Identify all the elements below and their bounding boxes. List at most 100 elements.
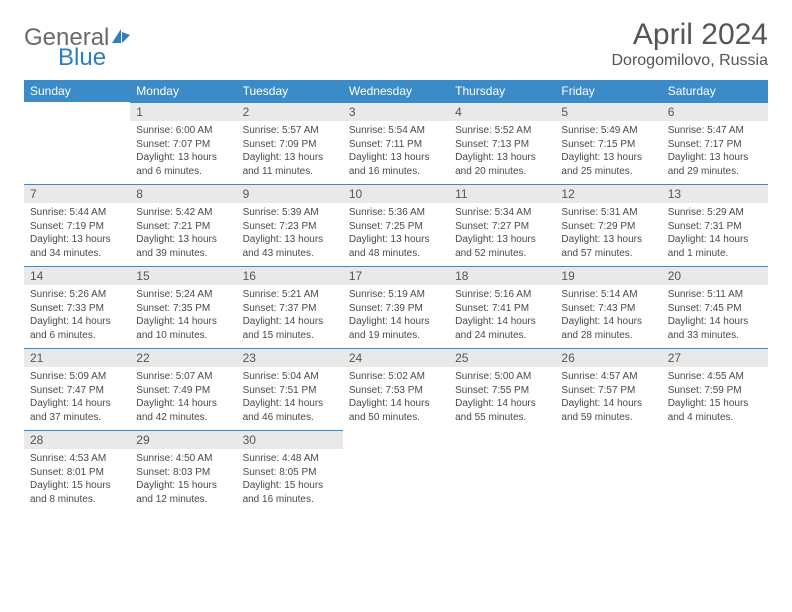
day-number: 26 (555, 348, 661, 367)
calendar-day-cell: 4Sunrise: 5:52 AMSunset: 7:13 PMDaylight… (449, 102, 555, 184)
day-number: 3 (343, 102, 449, 121)
day-details: Sunrise: 5:52 AMSunset: 7:13 PMDaylight:… (449, 121, 555, 184)
calendar-day-cell: 1Sunrise: 6:00 AMSunset: 7:07 PMDaylight… (130, 102, 236, 184)
calendar-day-cell: 17Sunrise: 5:19 AMSunset: 7:39 PMDayligh… (343, 266, 449, 348)
day-number: 1 (130, 102, 236, 121)
calendar-day-cell: 27Sunrise: 4:55 AMSunset: 7:59 PMDayligh… (662, 348, 768, 430)
logo: GeneralBlue (24, 18, 131, 72)
day-details: Sunrise: 5:29 AMSunset: 7:31 PMDaylight:… (662, 203, 768, 266)
day-number: 29 (130, 430, 236, 449)
day-number: 9 (237, 184, 343, 203)
logo-sail-icon (111, 28, 131, 49)
calendar-empty-cell (662, 430, 768, 512)
calendar-day-cell: 26Sunrise: 4:57 AMSunset: 7:57 PMDayligh… (555, 348, 661, 430)
calendar-day-cell: 10Sunrise: 5:36 AMSunset: 7:25 PMDayligh… (343, 184, 449, 266)
calendar-header-row: SundayMondayTuesdayWednesdayThursdayFrid… (24, 80, 768, 102)
dayname-saturday: Saturday (662, 80, 768, 102)
calendar-day-cell: 5Sunrise: 5:49 AMSunset: 7:15 PMDaylight… (555, 102, 661, 184)
calendar-table: SundayMondayTuesdayWednesdayThursdayFrid… (24, 80, 768, 512)
day-details: Sunrise: 5:11 AMSunset: 7:45 PMDaylight:… (662, 285, 768, 348)
day-details: Sunrise: 5:49 AMSunset: 7:15 PMDaylight:… (555, 121, 661, 184)
day-number: 2 (237, 102, 343, 121)
day-number: 12 (555, 184, 661, 203)
day-number: 20 (662, 266, 768, 285)
calendar-day-cell: 30Sunrise: 4:48 AMSunset: 8:05 PMDayligh… (237, 430, 343, 512)
day-number: 6 (662, 102, 768, 121)
day-number: 23 (237, 348, 343, 367)
day-details: Sunrise: 5:00 AMSunset: 7:55 PMDaylight:… (449, 367, 555, 430)
day-details: Sunrise: 5:42 AMSunset: 7:21 PMDaylight:… (130, 203, 236, 266)
day-number: 25 (449, 348, 555, 367)
day-details: Sunrise: 6:00 AMSunset: 7:07 PMDaylight:… (130, 121, 236, 184)
day-number: 21 (24, 348, 130, 367)
month-title: April 2024 (611, 18, 768, 52)
day-details: Sunrise: 5:09 AMSunset: 7:47 PMDaylight:… (24, 367, 130, 430)
day-details: Sunrise: 5:57 AMSunset: 7:09 PMDaylight:… (237, 121, 343, 184)
calendar-empty-cell (555, 430, 661, 512)
title-block: April 2024 Dorogomilovo, Russia (611, 18, 768, 70)
day-number: 14 (24, 266, 130, 285)
day-number: 24 (343, 348, 449, 367)
calendar-day-cell: 18Sunrise: 5:16 AMSunset: 7:41 PMDayligh… (449, 266, 555, 348)
dayname-tuesday: Tuesday (237, 80, 343, 102)
calendar-day-cell: 8Sunrise: 5:42 AMSunset: 7:21 PMDaylight… (130, 184, 236, 266)
calendar-day-cell: 23Sunrise: 5:04 AMSunset: 7:51 PMDayligh… (237, 348, 343, 430)
dayname-monday: Monday (130, 80, 236, 102)
calendar-week-row: 1Sunrise: 6:00 AMSunset: 7:07 PMDaylight… (24, 102, 768, 184)
day-details: Sunrise: 5:07 AMSunset: 7:49 PMDaylight:… (130, 367, 236, 430)
calendar-day-cell: 22Sunrise: 5:07 AMSunset: 7:49 PMDayligh… (130, 348, 236, 430)
day-number: 19 (555, 266, 661, 285)
day-number: 8 (130, 184, 236, 203)
day-number: 7 (24, 184, 130, 203)
dayname-wednesday: Wednesday (343, 80, 449, 102)
calendar-day-cell: 16Sunrise: 5:21 AMSunset: 7:37 PMDayligh… (237, 266, 343, 348)
calendar-day-cell: 28Sunrise: 4:53 AMSunset: 8:01 PMDayligh… (24, 430, 130, 512)
calendar-day-cell: 12Sunrise: 5:31 AMSunset: 7:29 PMDayligh… (555, 184, 661, 266)
calendar-day-cell: 6Sunrise: 5:47 AMSunset: 7:17 PMDaylight… (662, 102, 768, 184)
calendar-empty-cell (343, 430, 449, 512)
day-details: Sunrise: 5:31 AMSunset: 7:29 PMDaylight:… (555, 203, 661, 266)
day-details: Sunrise: 4:48 AMSunset: 8:05 PMDaylight:… (237, 449, 343, 512)
day-details: Sunrise: 5:02 AMSunset: 7:53 PMDaylight:… (343, 367, 449, 430)
calendar-day-cell: 29Sunrise: 4:50 AMSunset: 8:03 PMDayligh… (130, 430, 236, 512)
day-details: Sunrise: 5:14 AMSunset: 7:43 PMDaylight:… (555, 285, 661, 348)
day-number: 4 (449, 102, 555, 121)
day-details: Sunrise: 5:44 AMSunset: 7:19 PMDaylight:… (24, 203, 130, 266)
day-details: Sunrise: 4:55 AMSunset: 7:59 PMDaylight:… (662, 367, 768, 430)
day-details: Sunrise: 4:53 AMSunset: 8:01 PMDaylight:… (24, 449, 130, 512)
day-details: Sunrise: 5:21 AMSunset: 7:37 PMDaylight:… (237, 285, 343, 348)
calendar-day-cell: 3Sunrise: 5:54 AMSunset: 7:11 PMDaylight… (343, 102, 449, 184)
calendar-day-cell: 14Sunrise: 5:26 AMSunset: 7:33 PMDayligh… (24, 266, 130, 348)
day-details: Sunrise: 4:50 AMSunset: 8:03 PMDaylight:… (130, 449, 236, 512)
day-details: Sunrise: 5:36 AMSunset: 7:25 PMDaylight:… (343, 203, 449, 266)
day-number: 17 (343, 266, 449, 285)
calendar-empty-cell (24, 102, 130, 184)
day-details: Sunrise: 5:19 AMSunset: 7:39 PMDaylight:… (343, 285, 449, 348)
calendar-day-cell: 20Sunrise: 5:11 AMSunset: 7:45 PMDayligh… (662, 266, 768, 348)
day-number: 16 (237, 266, 343, 285)
calendar-empty-cell (449, 430, 555, 512)
day-details: Sunrise: 5:39 AMSunset: 7:23 PMDaylight:… (237, 203, 343, 266)
day-number: 27 (662, 348, 768, 367)
header: GeneralBlue April 2024 Dorogomilovo, Rus… (24, 18, 768, 72)
day-details: Sunrise: 4:57 AMSunset: 7:57 PMDaylight:… (555, 367, 661, 430)
day-details: Sunrise: 5:04 AMSunset: 7:51 PMDaylight:… (237, 367, 343, 430)
day-details: Sunrise: 5:34 AMSunset: 7:27 PMDaylight:… (449, 203, 555, 266)
dayname-sunday: Sunday (24, 80, 130, 102)
day-details: Sunrise: 5:54 AMSunset: 7:11 PMDaylight:… (343, 121, 449, 184)
day-number: 22 (130, 348, 236, 367)
calendar-day-cell: 25Sunrise: 5:00 AMSunset: 7:55 PMDayligh… (449, 348, 555, 430)
calendar-week-row: 7Sunrise: 5:44 AMSunset: 7:19 PMDaylight… (24, 184, 768, 266)
day-number: 5 (555, 102, 661, 121)
day-details: Sunrise: 5:47 AMSunset: 7:17 PMDaylight:… (662, 121, 768, 184)
calendar-week-row: 21Sunrise: 5:09 AMSunset: 7:47 PMDayligh… (24, 348, 768, 430)
day-number: 11 (449, 184, 555, 203)
calendar-day-cell: 9Sunrise: 5:39 AMSunset: 7:23 PMDaylight… (237, 184, 343, 266)
location: Dorogomilovo, Russia (611, 52, 768, 70)
day-details: Sunrise: 5:16 AMSunset: 7:41 PMDaylight:… (449, 285, 555, 348)
day-number: 30 (237, 430, 343, 449)
calendar-day-cell: 2Sunrise: 5:57 AMSunset: 7:09 PMDaylight… (237, 102, 343, 184)
calendar-day-cell: 11Sunrise: 5:34 AMSunset: 7:27 PMDayligh… (449, 184, 555, 266)
calendar-body: 1Sunrise: 6:00 AMSunset: 7:07 PMDaylight… (24, 102, 768, 512)
day-number: 18 (449, 266, 555, 285)
